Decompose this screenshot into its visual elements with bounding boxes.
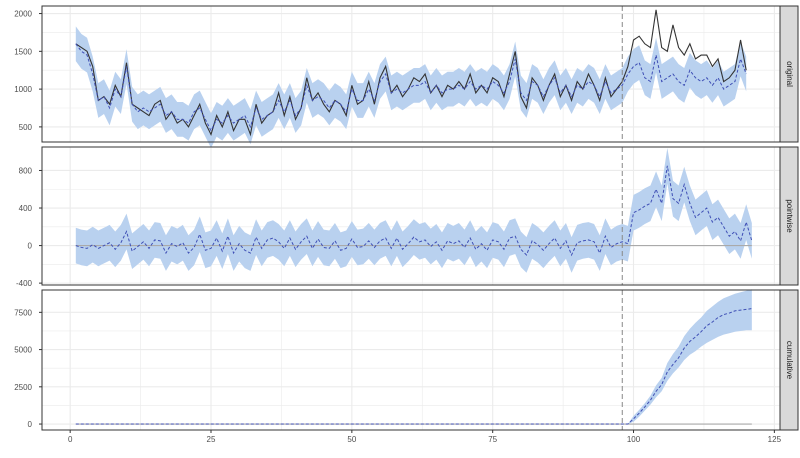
observed-series-line: [75, 9, 747, 137]
y-tick-label: 400: [19, 204, 33, 213]
x-tick-label: 100: [627, 435, 641, 444]
x-tick-label: 75: [488, 435, 497, 444]
y-tick-label: 1500: [14, 47, 32, 56]
facet-strip-label: original: [785, 61, 794, 87]
y-tick-label: 7500: [14, 308, 32, 317]
y-tick-label: 1000: [14, 85, 32, 94]
facet-strip-label: pointwise: [785, 199, 794, 233]
panel-pointwise: -400 0 400 800 pointwise: [16, 146, 799, 288]
y-tick-label: 5000: [14, 346, 32, 355]
predicted-series-line-cumulative: [75, 308, 752, 425]
confidence-band-original: [75, 26, 747, 149]
y-tick-label: 2000: [14, 10, 32, 19]
y-tick-label: 0: [28, 242, 33, 251]
facet-strip-label: cumulative: [785, 341, 794, 380]
x-axis: 0 25 50 75 100 125: [68, 430, 782, 444]
y-tick-label: 800: [19, 166, 33, 175]
x-tick-label: 0: [68, 435, 73, 444]
panel-cumulative: 0 2500 5000 7500 cumulative: [14, 289, 799, 431]
facet-strip: [779, 146, 799, 286]
facet-strip: [779, 289, 799, 431]
y-tick-label: 2500: [14, 383, 32, 392]
confidence-band-pointwise: [75, 147, 752, 273]
y-tick-label: 0: [28, 420, 33, 429]
y-tick-label: 500: [19, 123, 33, 132]
chart-panels: 500 1000 1500 2000 original -400 0 400 800 pointw…: [14, 5, 799, 431]
facet-strip: [779, 5, 799, 143]
y-tick-label: -400: [16, 279, 33, 288]
predicted-series-line-original: [75, 43, 747, 132]
panel-original: 500 1000 1500 2000 original: [14, 5, 799, 149]
predicted-series-line-pointwise: [75, 165, 753, 257]
x-tick-label: 50: [347, 435, 356, 444]
x-tick-label: 125: [768, 435, 782, 444]
x-tick-label: 25: [207, 435, 216, 444]
panel-background: [42, 290, 780, 430]
